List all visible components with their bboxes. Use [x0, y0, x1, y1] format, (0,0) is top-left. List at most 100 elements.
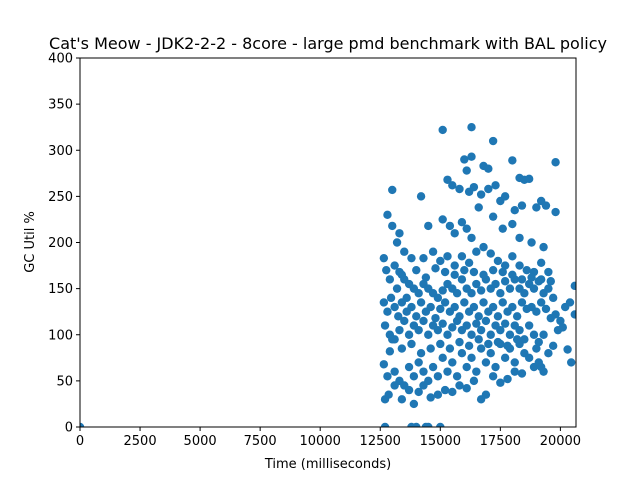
- data-point: [438, 319, 447, 328]
- data-point: [407, 339, 416, 349]
- data-point: [436, 304, 445, 314]
- data-point: [493, 256, 503, 266]
- data-point: [508, 302, 517, 312]
- data-point: [474, 312, 483, 321]
- data-point: [467, 330, 476, 339]
- data-point: [541, 304, 551, 314]
- data-point: [460, 298, 469, 307]
- data-point: [462, 384, 471, 393]
- data-point: [472, 367, 481, 376]
- data-point: [395, 229, 404, 238]
- data-point: [424, 221, 433, 231]
- data-point: [505, 284, 515, 293]
- data-point: [541, 201, 551, 210]
- data-point: [498, 298, 507, 307]
- data-point: [536, 298, 546, 307]
- x-tick-label: 12500: [360, 434, 401, 449]
- data-point: [379, 253, 389, 263]
- data-point: [517, 298, 527, 307]
- data-point: [385, 347, 395, 356]
- data-point: [467, 122, 476, 132]
- data-point: [469, 376, 479, 386]
- data-point: [544, 284, 553, 293]
- data-point: [448, 181, 457, 190]
- data-point: [404, 385, 414, 395]
- data-point: [379, 298, 389, 307]
- data-point: [424, 330, 433, 339]
- data-point: [529, 330, 539, 339]
- data-point: [544, 349, 553, 358]
- y-axis-label: GC Util %: [23, 211, 38, 273]
- data-point: [388, 185, 397, 195]
- data-point: [424, 422, 433, 427]
- data-point: [496, 289, 505, 298]
- data-point: [467, 152, 476, 161]
- data-point: [80, 422, 85, 427]
- y-tick-label: 400: [48, 52, 73, 67]
- data-point: [551, 158, 560, 167]
- data-point: [515, 261, 524, 270]
- data-point: [551, 207, 560, 217]
- data-point: [409, 372, 419, 381]
- data-point: [524, 353, 534, 363]
- data-point: [469, 302, 479, 312]
- y-tick-label: 250: [48, 190, 73, 205]
- data-point: [558, 323, 567, 332]
- x-tick-label: 2500: [124, 434, 157, 449]
- data-point: [414, 358, 423, 367]
- data-point: [484, 184, 493, 194]
- x-axis-ticks: 0 2500 5000 7500 10000 12500 15000 17500 20000: [76, 427, 581, 449]
- data-point: [484, 164, 493, 173]
- data-point: [462, 166, 471, 175]
- data-point: [394, 312, 403, 321]
- data-point: [491, 279, 500, 289]
- data-point: [498, 224, 507, 233]
- x-axis-label: Time (milliseconds): [264, 457, 391, 472]
- data-point: [486, 249, 495, 258]
- data-point: [438, 286, 447, 295]
- data-point: [385, 275, 395, 284]
- data-point: [416, 192, 426, 201]
- data-point: [476, 190, 486, 199]
- data-point: [479, 270, 488, 279]
- data-point: [416, 298, 426, 307]
- data-point: [397, 395, 407, 404]
- data-point: [412, 312, 421, 321]
- data-point: [464, 258, 474, 267]
- data-point: [570, 310, 576, 319]
- data-point: [380, 321, 390, 330]
- data-point: [464, 341, 474, 351]
- data-point: [503, 374, 512, 384]
- data-point: [500, 192, 510, 201]
- chart-title: Cat's Meow - JDK2-2-2 - 8core - large pm…: [49, 34, 607, 53]
- data-point: [481, 316, 491, 326]
- data-point: [380, 422, 390, 427]
- data-point: [472, 247, 481, 256]
- data-point: [392, 238, 402, 247]
- data-point: [433, 372, 443, 381]
- data-point: [392, 284, 402, 293]
- data-point: [419, 381, 428, 390]
- data-point: [419, 367, 428, 376]
- data-point: [395, 325, 404, 335]
- data-point: [532, 344, 541, 353]
- data-point: [498, 267, 507, 277]
- y-tick-label: 300: [48, 144, 73, 159]
- data-point: [479, 242, 488, 252]
- data-point: [390, 261, 399, 270]
- data-point: [546, 277, 555, 286]
- data-point: [496, 325, 505, 335]
- data-point: [409, 399, 419, 409]
- data-point: [532, 307, 541, 316]
- data-point: [510, 206, 519, 215]
- data-point: [431, 264, 440, 273]
- data-point: [448, 323, 457, 332]
- data-point: [479, 298, 488, 307]
- data-points: [80, 122, 576, 427]
- x-tick-label: 20000: [540, 434, 581, 449]
- y-tick-label: 200: [48, 236, 73, 251]
- data-point: [508, 156, 517, 165]
- data-point: [426, 344, 435, 353]
- data-point: [484, 339, 493, 349]
